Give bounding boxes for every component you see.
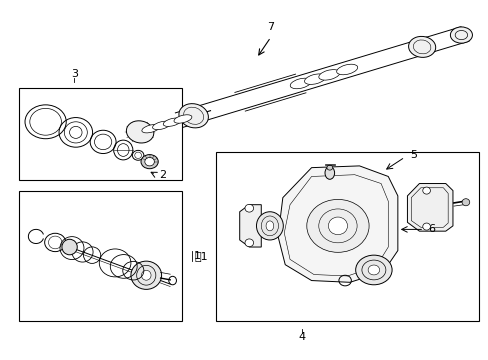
Ellipse shape [174,115,191,123]
Ellipse shape [256,212,283,240]
Ellipse shape [304,74,325,84]
Ellipse shape [318,69,339,80]
Text: 5: 5 [409,150,416,160]
Ellipse shape [449,27,471,43]
Ellipse shape [336,64,357,75]
Text: 4: 4 [298,332,305,342]
Ellipse shape [141,154,158,169]
Ellipse shape [144,157,154,166]
Ellipse shape [326,165,332,170]
Ellipse shape [367,265,379,275]
Polygon shape [278,166,397,282]
Ellipse shape [265,221,273,231]
Ellipse shape [461,199,469,206]
Ellipse shape [325,167,334,179]
Ellipse shape [131,261,161,289]
Ellipse shape [244,204,253,212]
Text: 6: 6 [427,224,434,234]
Ellipse shape [126,121,154,143]
Text: 1: 1 [194,251,201,261]
Ellipse shape [179,104,208,128]
Polygon shape [239,205,261,247]
Ellipse shape [327,217,347,235]
Polygon shape [407,184,452,231]
Ellipse shape [408,36,435,57]
Ellipse shape [355,255,391,285]
Text: 3: 3 [71,69,78,79]
Ellipse shape [152,121,170,130]
Text: ⌔1: ⌔1 [194,251,207,261]
Bar [19,190,182,321]
Text: 7: 7 [267,22,274,32]
Ellipse shape [141,270,151,280]
Ellipse shape [244,239,253,247]
Ellipse shape [62,239,77,255]
Ellipse shape [290,78,311,89]
Bar [19,88,182,180]
Ellipse shape [422,187,429,194]
Bar [215,152,478,321]
Ellipse shape [422,223,429,230]
Text: 2: 2 [159,170,166,180]
Ellipse shape [142,125,160,133]
Ellipse shape [163,118,181,126]
Ellipse shape [306,199,368,252]
